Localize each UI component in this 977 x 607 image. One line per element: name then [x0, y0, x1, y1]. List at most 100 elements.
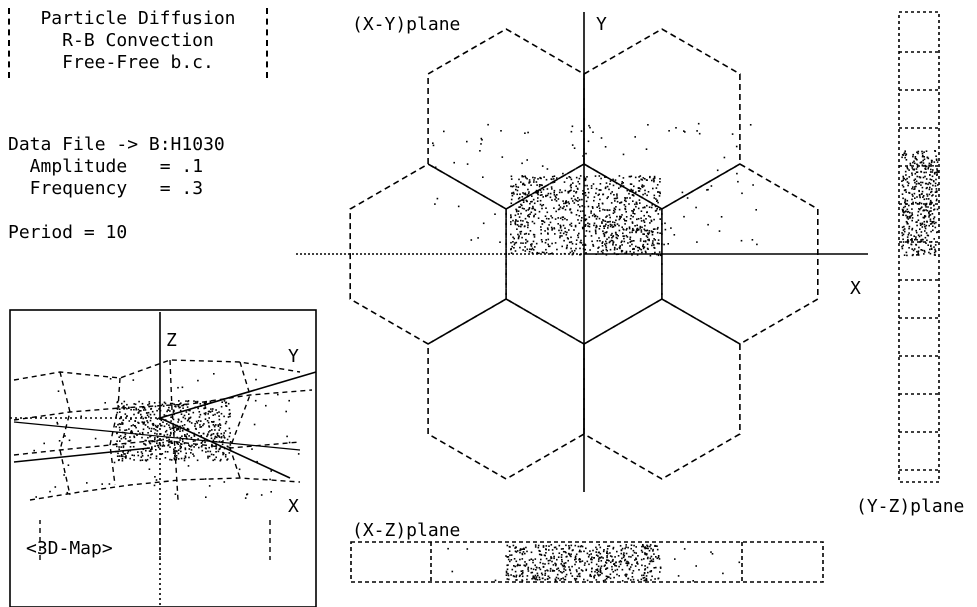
particle — [653, 197, 656, 199]
particle — [911, 193, 913, 196]
particle — [194, 425, 196, 427]
particle — [589, 573, 592, 576]
particle — [134, 420, 137, 422]
particle — [547, 575, 550, 578]
particle — [175, 455, 178, 457]
particle — [562, 565, 565, 568]
particle — [639, 227, 641, 229]
particle — [223, 452, 225, 455]
particle — [542, 188, 545, 191]
particle — [269, 478, 271, 481]
particle — [604, 231, 607, 234]
particle — [518, 235, 520, 237]
particle — [582, 155, 584, 157]
particle — [518, 196, 521, 199]
particle — [935, 171, 938, 174]
particle — [914, 162, 916, 165]
particle — [613, 194, 615, 196]
particle — [588, 225, 591, 228]
particle — [548, 224, 550, 226]
particle — [554, 218, 557, 220]
particle — [219, 424, 222, 426]
particle — [187, 418, 190, 421]
particle — [512, 185, 515, 187]
particle — [575, 214, 578, 216]
particle — [531, 207, 533, 210]
particle — [926, 209, 929, 212]
particle — [174, 455, 176, 458]
particle — [609, 552, 611, 554]
particle — [579, 253, 581, 256]
particle — [710, 185, 713, 187]
particle — [559, 235, 561, 237]
particle — [905, 203, 908, 205]
particle — [931, 188, 933, 190]
particle — [925, 242, 927, 244]
particle — [605, 575, 608, 578]
particle — [653, 246, 655, 249]
particle — [652, 187, 654, 190]
particle — [615, 244, 617, 246]
particle — [172, 452, 175, 454]
particle — [521, 570, 524, 572]
particle — [642, 574, 645, 576]
particle — [906, 240, 909, 242]
particle — [512, 191, 515, 194]
particle — [657, 213, 660, 215]
particle — [902, 211, 905, 214]
particle — [543, 554, 546, 556]
particle — [170, 440, 173, 442]
particle — [184, 435, 186, 437]
particle — [641, 564, 643, 567]
particle — [904, 211, 906, 213]
particle — [577, 180, 579, 183]
period: Period = 10 — [8, 222, 128, 243]
particle — [917, 234, 920, 236]
particle — [517, 220, 519, 222]
particle — [154, 476, 156, 478]
particle — [641, 184, 644, 186]
particle — [631, 254, 633, 256]
particle — [901, 245, 903, 248]
particle — [615, 561, 617, 564]
particle — [912, 249, 915, 252]
particle — [643, 558, 645, 560]
particle — [902, 197, 904, 200]
particle — [656, 228, 659, 230]
particle — [185, 411, 188, 413]
particle — [921, 150, 923, 153]
particle — [720, 216, 723, 218]
particle — [606, 238, 608, 240]
particle — [523, 233, 526, 235]
particle — [907, 242, 909, 244]
particle — [180, 443, 183, 446]
particle — [194, 427, 197, 430]
particle — [601, 202, 604, 205]
particle — [911, 214, 914, 216]
particle — [124, 453, 126, 455]
particle — [916, 163, 918, 166]
particle — [612, 221, 614, 223]
particle — [913, 169, 915, 171]
particle — [639, 248, 641, 250]
particle — [674, 558, 676, 560]
particle — [143, 409, 145, 411]
particle — [640, 220, 643, 222]
particle — [226, 458, 229, 460]
particle — [141, 436, 143, 439]
particle — [140, 410, 142, 412]
particle — [606, 221, 609, 223]
particle — [43, 442, 45, 445]
particle — [566, 231, 568, 234]
particle — [611, 568, 613, 571]
particle — [603, 227, 605, 229]
particle — [644, 240, 647, 242]
particle — [550, 186, 553, 188]
particle — [186, 438, 188, 440]
particle — [916, 224, 918, 227]
particle — [171, 413, 174, 416]
particle — [629, 238, 631, 240]
particle — [627, 562, 630, 565]
particle — [593, 557, 595, 559]
particle — [221, 443, 224, 446]
